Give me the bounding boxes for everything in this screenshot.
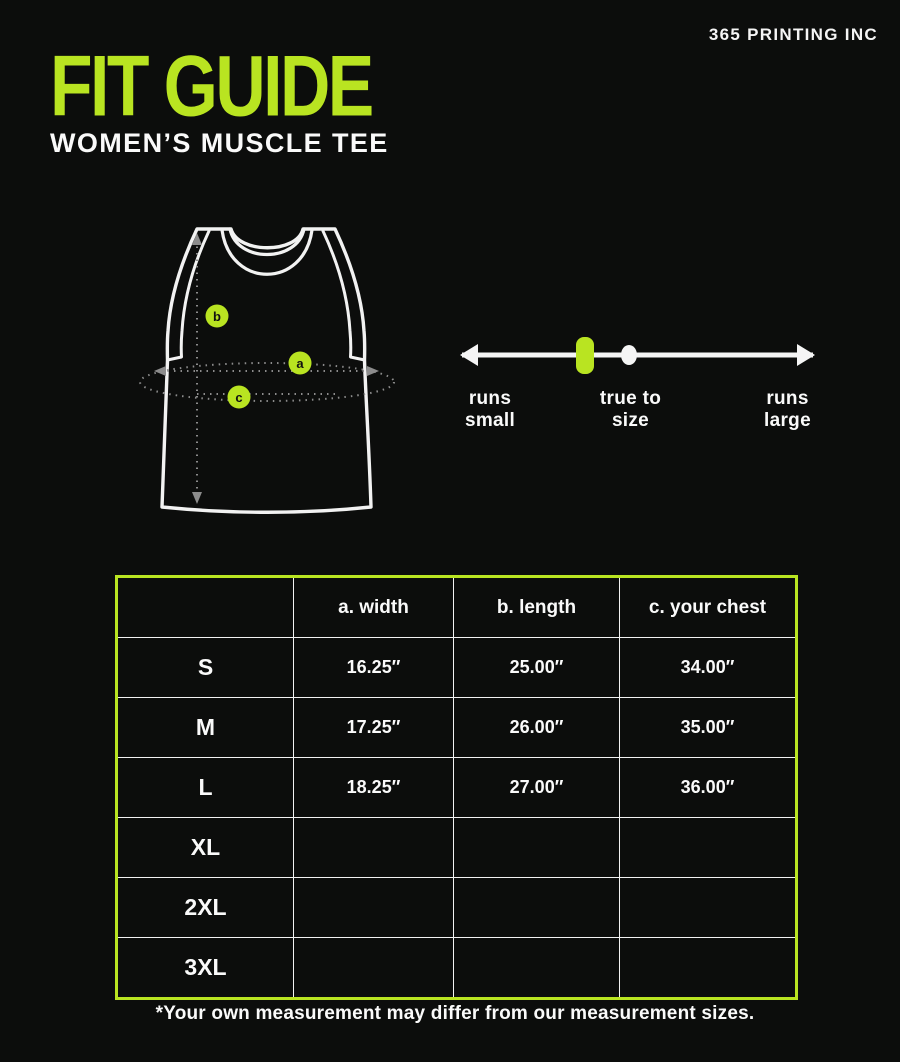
svg-text:b: b — [213, 309, 221, 324]
svg-text:c: c — [235, 390, 242, 405]
svg-text:a: a — [296, 356, 304, 371]
